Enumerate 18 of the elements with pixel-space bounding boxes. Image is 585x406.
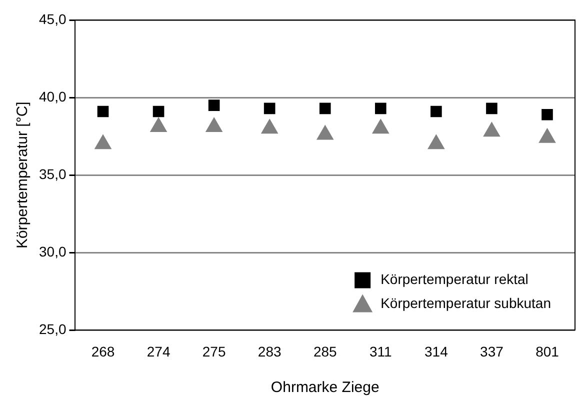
x-tick-label: 285	[313, 343, 338, 360]
x-axis-title: Ohrmarke Ziege	[270, 379, 380, 396]
legend-label: Körpertemperatur rektal	[380, 271, 528, 288]
y-tick-label: 35,0	[39, 166, 66, 182]
x-tick-label: 274	[146, 343, 170, 360]
x-tick-label: 283	[258, 343, 282, 360]
x-tick-label: 275	[202, 343, 226, 360]
x-tick-label: 314	[424, 343, 448, 360]
y-tick-label: 40,0	[39, 88, 66, 104]
y-tick-label: 25,0	[39, 321, 66, 338]
y-axis-title: Körpertemperatur [°C]	[14, 102, 32, 249]
y-tick-label: 45,0	[39, 10, 66, 27]
x-tick-label: 311	[369, 343, 392, 360]
x-tick-label: 337	[480, 343, 504, 360]
x-tick-label: 801	[536, 343, 560, 360]
legend-label: Körpertemperatur subkutan	[380, 295, 552, 312]
x-tick-label: 268	[91, 343, 115, 360]
y-tick-label: 30,0	[39, 244, 66, 260]
